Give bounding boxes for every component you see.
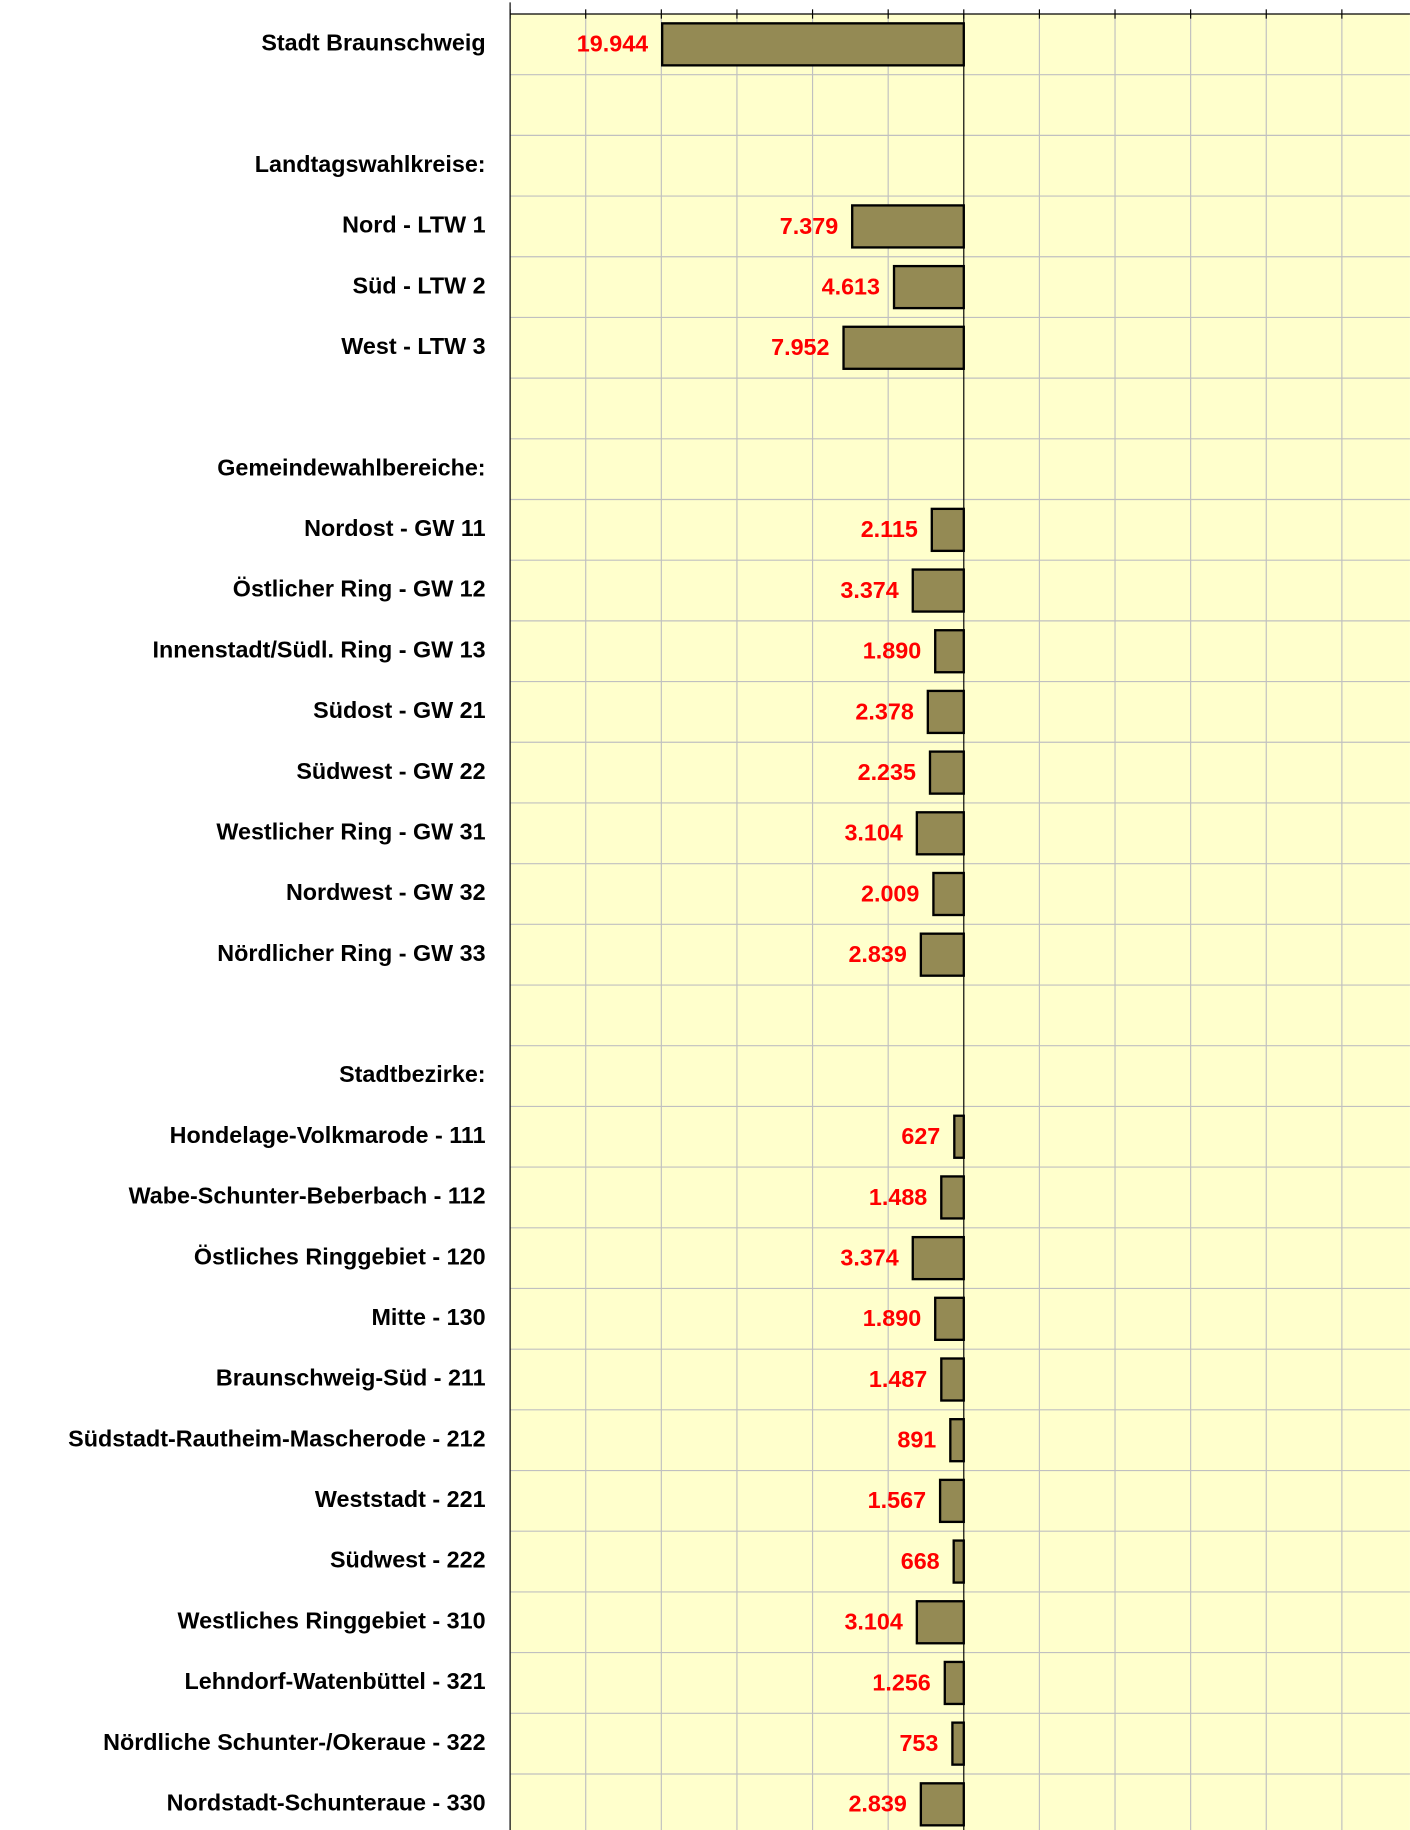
bar — [940, 1175, 965, 1220]
value-label: 1.890 — [863, 638, 921, 664]
bar — [915, 1600, 965, 1645]
bar — [919, 1782, 965, 1827]
value-label: 7.952 — [771, 334, 829, 360]
category-label: Nord - LTW 1 — [342, 212, 485, 238]
category-label: Hondelage-Volkmarode - 111 — [170, 1122, 486, 1148]
bar — [892, 264, 965, 310]
bar — [919, 932, 965, 977]
bar — [934, 1296, 965, 1341]
category-label: Mitte - 130 — [372, 1304, 486, 1330]
category-label: Südstadt-Rautheim-Mascherode - 212 — [68, 1425, 485, 1451]
value-label: 3.374 — [840, 577, 898, 603]
value-label: 3.374 — [840, 1244, 898, 1270]
category-label: Süd - LTW 2 — [353, 272, 486, 298]
value-label: 1.890 — [863, 1305, 921, 1331]
value-label: 4.613 — [822, 273, 880, 299]
category-label: Nordstadt-Schunteraue - 330 — [167, 1789, 486, 1815]
value-label: 891 — [897, 1427, 936, 1453]
bar — [915, 811, 965, 856]
value-label: 1.488 — [869, 1184, 927, 1210]
bar — [851, 204, 965, 249]
value-label: 2.235 — [858, 759, 916, 785]
bar — [952, 1539, 965, 1584]
category-label: Stadt Braunschweig — [261, 30, 485, 56]
category-label: Nördliche Schunter-/Okeraue - 322 — [103, 1729, 485, 1755]
category-label: Landtagswahlkreise: — [255, 151, 486, 177]
category-label: Stadtbezirke: — [339, 1061, 485, 1087]
value-label: 2.115 — [861, 516, 918, 542]
category-label: Südwest - GW 22 — [296, 758, 485, 784]
value-label: 2.378 — [855, 698, 913, 724]
category-label: Südost - GW 21 — [313, 697, 485, 723]
bar — [953, 1114, 965, 1159]
value-label: 2.009 — [861, 880, 919, 906]
category-label: Lehndorf-Watenbüttel - 321 — [184, 1668, 485, 1694]
category-label: Nordost - GW 11 — [304, 515, 485, 541]
bar — [911, 1235, 965, 1281]
category-label: Weststadt - 221 — [315, 1486, 486, 1512]
category-label: Braunschweig-Süd - 211 — [216, 1365, 486, 1391]
bar — [928, 750, 965, 795]
bar — [934, 629, 965, 674]
bar — [932, 871, 965, 917]
value-label: 2.839 — [848, 1791, 906, 1817]
value-label: 753 — [899, 1730, 938, 1756]
category-label: Gemeindewahlbereiche: — [217, 454, 485, 480]
category-label: Nordwest - GW 32 — [286, 879, 486, 905]
value-label: 1.256 — [872, 1669, 930, 1695]
value-label: 7.379 — [780, 213, 838, 239]
category-label: Wabe-Schunter-Beberbach - 112 — [129, 1183, 486, 1209]
value-label: 2.839 — [848, 941, 906, 967]
bar — [938, 1478, 965, 1524]
value-label: 1.567 — [868, 1487, 926, 1513]
category-label: Südwest - 222 — [330, 1547, 486, 1573]
category-label: Westlicher Ring - GW 31 — [216, 818, 485, 844]
value-label: 3.104 — [844, 1609, 902, 1635]
bar — [940, 1357, 965, 1402]
bar — [926, 689, 965, 735]
category-label: Innenstadt/Südl. Ring - GW 13 — [153, 636, 486, 662]
category-label: Östliches Ringgebiet - 120 — [194, 1243, 486, 1269]
bar — [930, 507, 965, 553]
plot-background — [510, 14, 1410, 1830]
category-label: Westliches Ringgebiet - 310 — [177, 1607, 485, 1633]
category-label: West - LTW 3 — [341, 333, 485, 359]
bar — [943, 1660, 965, 1706]
bar — [661, 22, 965, 67]
bar — [842, 325, 965, 370]
value-label: 668 — [901, 1548, 940, 1574]
category-label: Östlicher Ring - GW 12 — [233, 576, 486, 602]
value-label: 627 — [901, 1123, 940, 1149]
category-label: Nördlicher Ring - GW 33 — [217, 940, 485, 966]
bar — [949, 1418, 965, 1463]
value-label: 1.487 — [869, 1366, 927, 1392]
value-label: 19.944 — [577, 31, 648, 57]
bar — [951, 1721, 965, 1766]
value-label: 3.104 — [844, 820, 902, 846]
bar — [911, 568, 965, 613]
